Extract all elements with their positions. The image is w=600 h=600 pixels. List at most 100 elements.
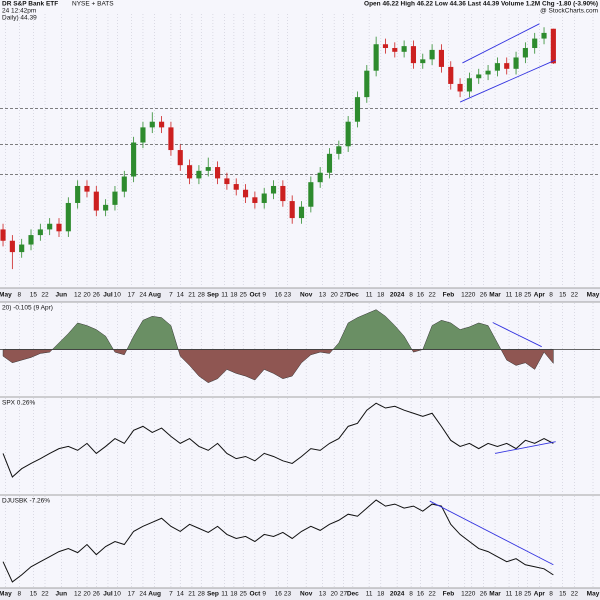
x-tick-label: 11 — [506, 292, 513, 299]
chart-title: DR S&P Bank ETF — [2, 1, 58, 8]
x-tick-label: Dec — [347, 591, 359, 598]
x-tick-label: 21 — [188, 292, 196, 299]
candle-body — [550, 28, 556, 64]
x-tick-label: 8 — [409, 591, 413, 598]
candle-body — [177, 150, 183, 166]
candle-body — [336, 146, 342, 154]
candle-body — [420, 59, 426, 64]
x-tick-label: Jun — [56, 292, 68, 299]
x-tick-label: 11 — [221, 292, 228, 299]
x-tick-label: 26 — [93, 292, 101, 299]
x-tick-label: 22 — [571, 292, 579, 299]
x-tick-label: 13 — [319, 591, 327, 598]
candle-body — [131, 142, 137, 177]
x-tick-label: 18 — [230, 591, 238, 598]
candle-body — [280, 185, 286, 202]
candle-body — [382, 44, 389, 49]
candle-body — [205, 167, 211, 171]
x-tick-label: 25 — [524, 292, 532, 299]
axis-band — [0, 288, 600, 302]
x-tick-label: May — [587, 591, 600, 598]
candle-body — [121, 176, 127, 192]
candle-body — [19, 244, 25, 253]
x-tick-label: Nov — [300, 591, 313, 598]
x-tick-label: 20 — [468, 591, 476, 598]
candle-body — [47, 223, 53, 230]
candle-body — [149, 121, 155, 128]
candle-body — [532, 38, 538, 49]
candle-body — [373, 44, 379, 71]
x-tick-label: May — [587, 292, 600, 299]
x-tick-label: 18 — [230, 292, 238, 299]
x-tick-label: 18 — [377, 292, 385, 299]
x-tick-label: 11 — [366, 591, 373, 598]
x-tick-label: 10 — [114, 292, 122, 299]
x-tick-label: 8 — [549, 292, 553, 299]
x-tick-label: 20 — [83, 292, 91, 299]
candle-body — [364, 70, 370, 98]
candle-body — [429, 49, 435, 60]
x-tick-label: Jun — [56, 591, 68, 598]
x-tick-label: 25 — [524, 591, 532, 598]
x-tick-label: 16 — [417, 292, 425, 299]
candle-body — [541, 32, 547, 39]
candle-body — [65, 202, 71, 232]
candle-body — [37, 229, 43, 236]
x-tick-label: 24 — [139, 591, 147, 598]
x-tick-label: Sep — [207, 292, 219, 299]
x-tick-label: 14 — [177, 591, 185, 598]
x-tick-label: 27 — [340, 591, 348, 598]
chart-subtitle: NYSE + BATS — [72, 1, 114, 8]
x-tick-label: Apr — [534, 591, 546, 598]
candle-body — [168, 127, 174, 151]
x-tick-label: 27 — [340, 292, 348, 299]
x-tick-label: 24 — [139, 292, 147, 299]
x-tick-label: Oct — [249, 292, 261, 299]
x-tick-label: May — [0, 591, 12, 598]
candle-body — [504, 63, 510, 69]
candle-body — [485, 70, 491, 75]
x-tick-label: 20 — [83, 591, 91, 598]
x-tick-label: 20 — [468, 292, 476, 299]
x-tick-label: 16 — [275, 292, 283, 299]
x-tick-label: 15 — [30, 292, 38, 299]
candle-body — [56, 223, 62, 232]
candle-body — [401, 46, 407, 52]
x-tick-label: 22 — [428, 591, 436, 598]
x-tick-label: Aug — [148, 591, 161, 598]
candle-body — [354, 97, 361, 122]
x-tick-label: Dec — [347, 292, 359, 299]
x-tick-label: 8 — [549, 591, 553, 598]
panel-label: SPX 0.26% — [2, 400, 35, 407]
area-negative — [2, 349, 554, 383]
x-tick-label: 20 — [331, 591, 339, 598]
x-tick-label: May — [0, 292, 12, 299]
candle-body — [233, 184, 239, 190]
line — [2, 499, 554, 583]
x-tick-label: Mar — [489, 591, 501, 598]
x-tick-label: Nov — [300, 292, 313, 299]
x-tick-label: 2024 — [390, 591, 405, 598]
x-tick-label: 23 — [284, 292, 292, 299]
candle-body — [326, 153, 333, 173]
candle-body — [345, 121, 351, 147]
x-tick-label: 28 — [198, 591, 206, 598]
candle-body — [317, 172, 323, 183]
x-tick-label: 8 — [409, 292, 413, 299]
candle-body — [159, 121, 165, 128]
x-tick-label: Apr — [534, 292, 546, 299]
candle-body — [392, 48, 398, 52]
credit: @ StockCharts.com — [540, 8, 598, 15]
candle-body — [112, 191, 118, 205]
x-tick-label: Feb — [443, 292, 455, 299]
x-tick-label: 9 — [262, 591, 266, 598]
candle-body — [522, 48, 528, 58]
candle-body — [28, 235, 34, 245]
x-tick-label: 23 — [284, 591, 292, 598]
x-tick-label: 26 — [93, 591, 101, 598]
candle-body — [0, 229, 6, 241]
candle-body — [9, 240, 15, 253]
x-tick-label: 2024 — [390, 292, 405, 299]
panel-label: Daily) 44.39 — [2, 15, 37, 22]
